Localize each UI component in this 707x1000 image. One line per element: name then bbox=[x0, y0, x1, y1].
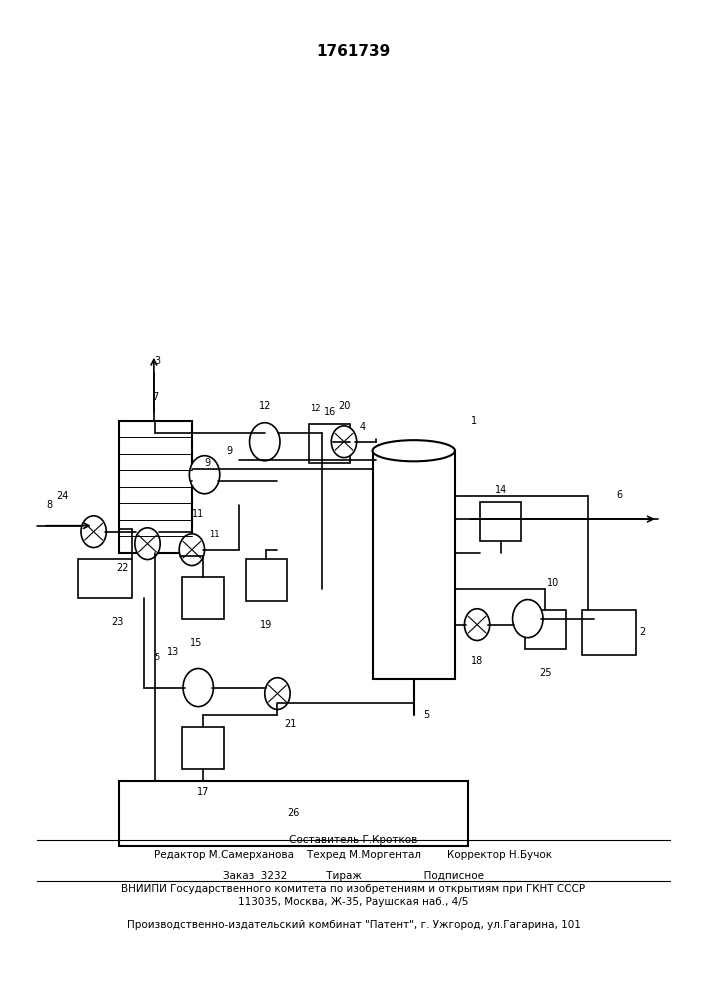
Text: 5: 5 bbox=[154, 653, 160, 662]
Text: 8: 8 bbox=[46, 500, 52, 510]
Text: Заказ  3232            Тираж                   Подписное: Заказ 3232 Тираж Подписное bbox=[223, 871, 484, 881]
Bar bbox=[480, 502, 522, 541]
Bar bbox=[246, 559, 287, 601]
Circle shape bbox=[264, 678, 290, 709]
Text: 12: 12 bbox=[259, 401, 271, 411]
Bar bbox=[119, 421, 192, 553]
Text: Редактор М.Самерханова    Техред М.Моргентал        Корректор Н.Бучок: Редактор М.Самерханова Техред М.Моргента… bbox=[154, 850, 553, 860]
Bar bbox=[373, 451, 455, 679]
Bar bbox=[582, 610, 636, 655]
Text: 23: 23 bbox=[111, 617, 124, 627]
Text: 6: 6 bbox=[617, 490, 623, 500]
Text: Производственно-издательский комбинат "Патент", г. Ужгород, ул.Гагарина, 101: Производственно-издательский комбинат "П… bbox=[127, 920, 580, 930]
Text: 2: 2 bbox=[638, 627, 645, 637]
Circle shape bbox=[464, 609, 490, 640]
Text: 18: 18 bbox=[471, 656, 483, 666]
Text: 16: 16 bbox=[324, 407, 336, 417]
Bar bbox=[309, 424, 351, 463]
Circle shape bbox=[189, 456, 220, 494]
Text: 14: 14 bbox=[495, 485, 507, 495]
Text: 9: 9 bbox=[204, 458, 211, 468]
Circle shape bbox=[332, 426, 356, 458]
Text: ВНИИПИ Государственного комитета по изобретениям и открытиям при ГКНТ СССР: ВНИИПИ Государственного комитета по изоб… bbox=[122, 884, 585, 894]
Text: 11: 11 bbox=[209, 530, 219, 539]
Text: 21: 21 bbox=[284, 719, 296, 729]
Bar bbox=[119, 781, 467, 846]
Text: 22: 22 bbox=[116, 563, 129, 573]
Text: 15: 15 bbox=[190, 638, 203, 648]
Bar bbox=[182, 577, 223, 619]
Text: 5: 5 bbox=[423, 710, 430, 720]
Text: 17: 17 bbox=[197, 787, 209, 797]
Circle shape bbox=[81, 516, 106, 548]
Circle shape bbox=[179, 534, 204, 566]
Text: 4: 4 bbox=[360, 422, 366, 432]
Text: 19: 19 bbox=[260, 620, 272, 630]
Text: 13: 13 bbox=[167, 647, 179, 657]
Circle shape bbox=[513, 600, 543, 638]
Text: 7: 7 bbox=[152, 392, 158, 402]
Bar bbox=[78, 559, 132, 598]
Text: 26: 26 bbox=[287, 808, 300, 818]
Bar bbox=[525, 610, 566, 649]
Circle shape bbox=[135, 528, 160, 560]
Text: 20: 20 bbox=[338, 401, 350, 411]
Bar bbox=[182, 727, 223, 769]
Circle shape bbox=[250, 423, 280, 461]
Text: 1: 1 bbox=[471, 416, 477, 426]
Ellipse shape bbox=[373, 440, 455, 461]
Text: Составитель Г.Кротков: Составитель Г.Кротков bbox=[289, 835, 418, 845]
Text: 25: 25 bbox=[539, 668, 551, 678]
Text: 9: 9 bbox=[227, 446, 233, 456]
Text: 12: 12 bbox=[310, 404, 321, 413]
Text: 24: 24 bbox=[56, 491, 68, 501]
Text: 10: 10 bbox=[547, 578, 559, 588]
Circle shape bbox=[183, 669, 214, 707]
Text: 113035, Москва, Ж-35, Раушская наб., 4/5: 113035, Москва, Ж-35, Раушская наб., 4/5 bbox=[238, 897, 469, 907]
Text: 11: 11 bbox=[192, 509, 204, 519]
Text: 3: 3 bbox=[154, 356, 160, 366]
Text: 1761739: 1761739 bbox=[316, 44, 391, 60]
